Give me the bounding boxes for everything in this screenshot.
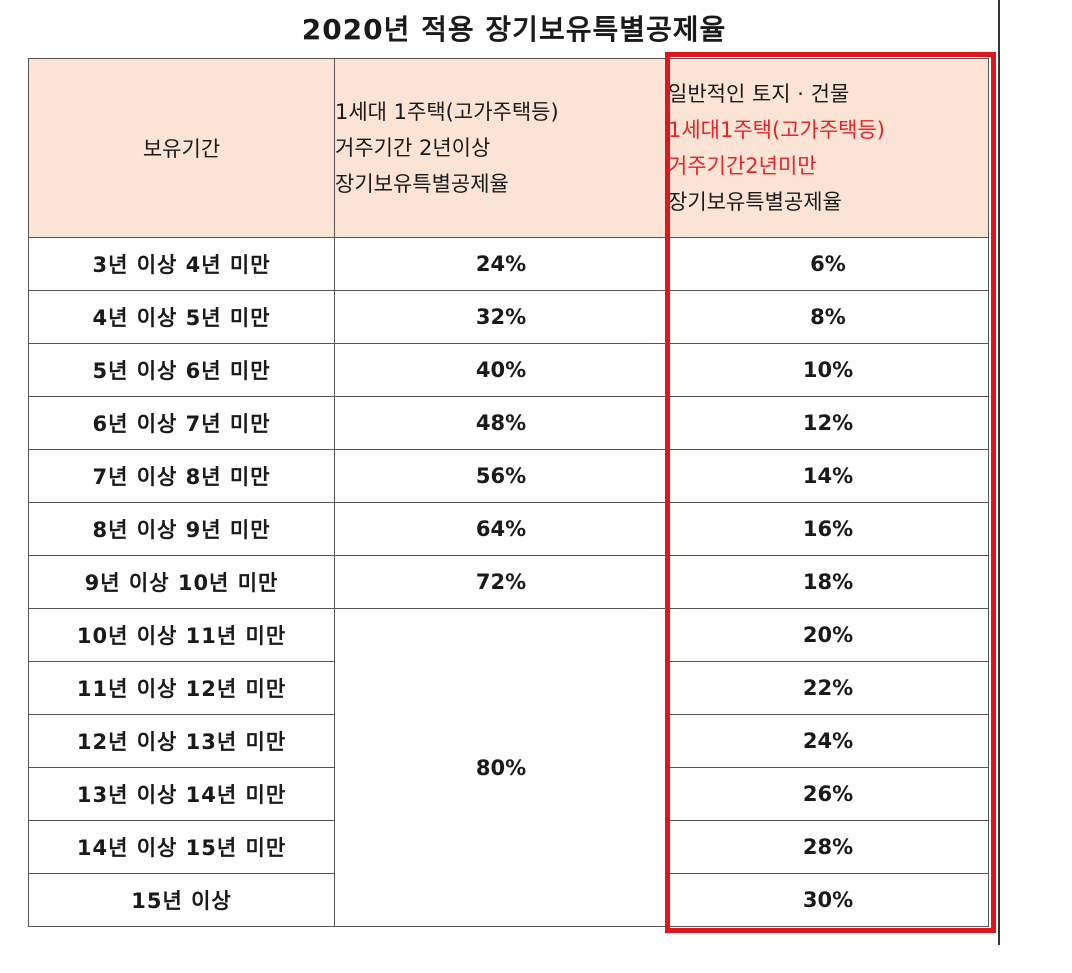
- rate-cell: 24%: [334, 237, 668, 291]
- period-cell: 9년 이상 10년 미만: [28, 555, 335, 609]
- table-row: 11년 이상 12년 미만 22%: [28, 661, 989, 715]
- header-red-line: 거주기간2년미만: [668, 154, 817, 178]
- rate-cell: 22%: [667, 661, 989, 715]
- period-cell: 11년 이상 12년 미만: [28, 661, 335, 715]
- table-header-row: 보유기간 1세대 1주택(고가주택등) 거주기간 2년이상 장기보유특별공제율 …: [28, 58, 989, 238]
- rate-cell: 16%: [667, 502, 989, 556]
- period-cell: 15년 이상: [28, 873, 335, 927]
- rate-cell: 40%: [334, 343, 668, 397]
- rate-cell: 8%: [667, 290, 989, 344]
- table-row: 5년 이상 6년 미만 40% 10%: [28, 343, 989, 397]
- period-cell: 4년 이상 5년 미만: [28, 290, 335, 344]
- period-cell: 3년 이상 4년 미만: [28, 237, 335, 291]
- rate-cell: 6%: [667, 237, 989, 291]
- rate-cell: 24%: [667, 714, 989, 768]
- period-cell: 14년 이상 15년 미만: [28, 820, 335, 874]
- header-line: 1세대 1주택(고가주택등): [335, 100, 559, 124]
- header-line: 장기보유특별공제율: [668, 190, 842, 214]
- rate-cell: 12%: [667, 396, 989, 450]
- period-cell: 13년 이상 14년 미만: [28, 767, 335, 821]
- rate-cell: 20%: [667, 608, 989, 662]
- page-edge-line: [998, 0, 1000, 945]
- rate-cell: 10%: [667, 343, 989, 397]
- period-cell: 12년 이상 13년 미만: [28, 714, 335, 768]
- table-row: 6년 이상 7년 미만 48% 12%: [28, 396, 989, 450]
- rate-cell-merged: 80%: [334, 608, 668, 927]
- rate-cell: 14%: [667, 449, 989, 503]
- rate-cell: 48%: [334, 396, 668, 450]
- page-title: 2020년 적용 장기보유특별공제율: [301, 13, 727, 46]
- rate-cell: 72%: [334, 555, 668, 609]
- rate-cell: 26%: [667, 767, 989, 821]
- deduction-rate-table: 보유기간 1세대 1주택(고가주택등) 거주기간 2년이상 장기보유특별공제율 …: [28, 58, 989, 927]
- header-line: 일반적인 토지 · 건물: [668, 82, 850, 106]
- period-cell: 8년 이상 9년 미만: [28, 502, 335, 556]
- table-row: 15년 이상 30%: [28, 873, 989, 927]
- header-line: 거주기간 2년이상: [335, 136, 491, 160]
- header-general-land: 일반적인 토지 · 건물 1세대1주택(고가주택등) 거주기간2년미만 장기보유…: [667, 58, 989, 238]
- period-cell: 6년 이상 7년 미만: [28, 396, 335, 450]
- rate-cell: 32%: [334, 290, 668, 344]
- table-row: 9년 이상 10년 미만 72% 18%: [28, 555, 989, 609]
- header-single-home: 1세대 1주택(고가주택등) 거주기간 2년이상 장기보유특별공제율: [334, 58, 668, 238]
- rate-cell: 64%: [334, 502, 668, 556]
- header-red-line: 1세대1주택(고가주택등): [668, 118, 885, 142]
- period-cell: 10년 이상 11년 미만: [28, 608, 335, 662]
- table-row: 8년 이상 9년 미만 64% 16%: [28, 502, 989, 556]
- rate-cell: 28%: [667, 820, 989, 874]
- header-period: 보유기간: [28, 58, 335, 238]
- rate-cell: 30%: [667, 873, 989, 927]
- header-line: 장기보유특별공제율: [335, 172, 509, 196]
- table-row: 4년 이상 5년 미만 32% 8%: [28, 290, 989, 344]
- table-row: 10년 이상 11년 미만 80% 20%: [28, 608, 989, 927]
- period-cell: 5년 이상 6년 미만: [28, 343, 335, 397]
- table-row: 7년 이상 8년 미만 56% 14%: [28, 449, 989, 503]
- period-cell: 7년 이상 8년 미만: [28, 449, 335, 503]
- rate-cell: 56%: [334, 449, 668, 503]
- table-row: 3년 이상 4년 미만 24% 6%: [28, 237, 989, 291]
- rate-cell: 18%: [667, 555, 989, 609]
